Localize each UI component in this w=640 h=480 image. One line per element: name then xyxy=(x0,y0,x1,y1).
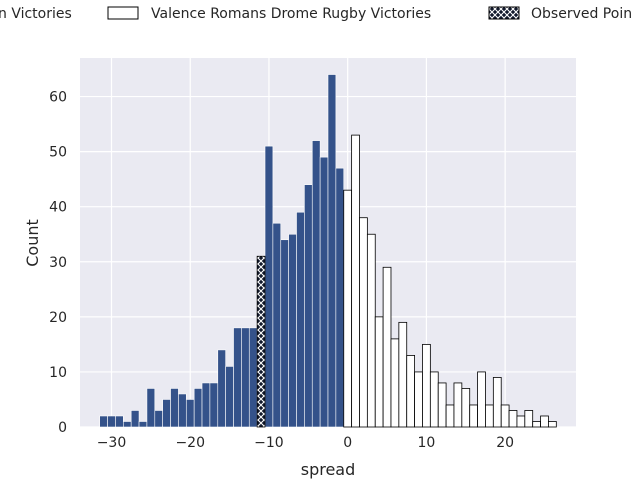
bar-opponent--2 xyxy=(327,74,337,428)
bar-valence-12 xyxy=(437,382,447,428)
bar-opponent--31 xyxy=(99,415,108,428)
bar-opponent--23 xyxy=(162,399,171,428)
bar-valence-9 xyxy=(414,371,423,428)
bar-valence-13 xyxy=(445,404,455,428)
y-tick-label: 30 xyxy=(49,255,67,271)
bar-opponent--27 xyxy=(130,410,140,428)
y-tick-label: 40 xyxy=(49,200,67,216)
x-tick-label: 0 xyxy=(343,435,352,451)
x-tick-label: −20 xyxy=(175,435,205,451)
x-tick-label: −30 xyxy=(97,435,127,451)
bar-valence-17 xyxy=(477,371,486,428)
legend-swatch-valence xyxy=(107,6,139,20)
bar-opponent--28 xyxy=(123,421,132,428)
bar-opponent--12 xyxy=(248,327,258,428)
y-tick-label: 60 xyxy=(49,90,67,106)
bar-opponent--26 xyxy=(138,421,148,428)
bar-valence-7 xyxy=(398,321,408,428)
bar-opponent--21 xyxy=(178,393,187,428)
legend-label-valence: Valence Romans Drome Rugby Victories xyxy=(151,6,431,22)
bar-opponent--16 xyxy=(217,349,226,428)
legend: n Victories Valence Romans Drome Rugby V… xyxy=(0,6,632,22)
bar-opponent--17 xyxy=(209,382,219,428)
bar-opponent--29 xyxy=(115,415,124,428)
bar-opponent--9 xyxy=(272,222,282,428)
x-axis-label: spread xyxy=(301,460,356,479)
bar-opponent--4 xyxy=(311,140,321,428)
bar-valence-14 xyxy=(453,382,463,428)
bar-valence-0 xyxy=(343,189,353,428)
bar-opponent--18 xyxy=(201,382,211,428)
bar-valence-4 xyxy=(374,316,384,428)
bar-valence-18 xyxy=(485,404,494,428)
bar-valence-6 xyxy=(390,338,400,428)
x-axis-ticks: −30 −20 −10 0 10 20 xyxy=(97,435,514,451)
bar-opponent--5 xyxy=(304,184,313,428)
bar-opponent--24 xyxy=(154,410,163,428)
bar-valence-1 xyxy=(351,134,360,428)
bar-valence-10 xyxy=(422,343,431,428)
y-tick-label: 10 xyxy=(49,365,67,381)
bar-valence-25 xyxy=(540,415,549,428)
bar-valence-22 xyxy=(516,415,526,428)
y-tick-label: 0 xyxy=(58,420,67,436)
bar-opponent--1 xyxy=(335,167,345,428)
bar-opponent--8 xyxy=(280,239,289,428)
bar-opponent--30 xyxy=(107,415,116,428)
bar-valence-11 xyxy=(429,371,439,428)
bar-opponent--19 xyxy=(193,388,203,428)
legend-label-opponent: n Victories xyxy=(0,6,72,22)
bar-valence-24 xyxy=(532,421,541,428)
bar-opponent--15 xyxy=(225,366,234,428)
bar-opponent--13 xyxy=(241,327,250,428)
bar-valence-21 xyxy=(508,410,518,428)
legend-swatch-observed xyxy=(488,6,520,20)
bar-valence-16 xyxy=(469,404,478,428)
bar-valence-23 xyxy=(524,410,534,428)
y-axis-label: Count xyxy=(23,219,42,267)
bar-valence-8 xyxy=(406,355,416,428)
bar-opponent--6 xyxy=(296,211,305,428)
x-tick-label: 10 xyxy=(417,435,435,451)
bars xyxy=(99,74,557,428)
y-tick-label: 50 xyxy=(49,145,67,161)
bar-valence-15 xyxy=(461,388,471,428)
bar-valence-5 xyxy=(382,266,392,428)
bar-opponent--7 xyxy=(288,233,297,428)
x-tick-label: 20 xyxy=(496,435,514,451)
bar-observed--11 xyxy=(256,255,266,428)
bar-valence-26 xyxy=(548,421,557,428)
bar-valence-20 xyxy=(500,404,510,428)
bar-opponent--14 xyxy=(233,327,242,428)
bar-valence-19 xyxy=(492,377,502,428)
bar-valence-3 xyxy=(366,233,376,428)
bar-opponent--20 xyxy=(185,399,195,428)
x-tick-label: −10 xyxy=(254,435,284,451)
y-axis-ticks: 0 10 20 30 40 50 60 xyxy=(49,90,67,436)
bar-opponent--10 xyxy=(264,145,274,428)
bar-opponent--3 xyxy=(319,156,329,428)
legend-label-observed: Observed Poin xyxy=(531,6,632,22)
bar-valence-2 xyxy=(359,217,368,428)
y-tick-label: 20 xyxy=(49,310,67,326)
bar-opponent--22 xyxy=(170,388,179,428)
bar-opponent--25 xyxy=(146,388,156,428)
